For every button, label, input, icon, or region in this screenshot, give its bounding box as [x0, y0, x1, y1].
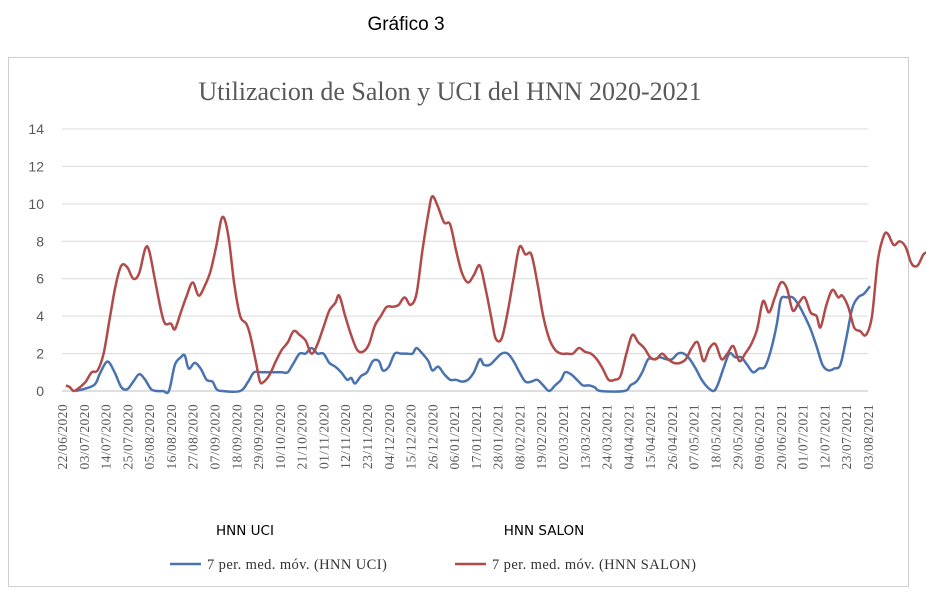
- y-tick-label: 6: [36, 271, 44, 287]
- x-tick-label: 15/12/2020: [404, 404, 419, 470]
- x-tick-label: 18/05/2021: [709, 404, 724, 470]
- x-axis-ticks: 22/06/2020 03/07/2020 14/07/2020 25/07/2020…: [55, 404, 876, 470]
- y-tick-label: 0: [36, 383, 44, 399]
- x-tick-label: 09/06/2021: [752, 404, 767, 470]
- x-tick-label: 07/05/2021: [687, 404, 702, 470]
- x-tick-label: 19/02/2021: [534, 404, 549, 470]
- y-tick-label: 8: [36, 233, 44, 249]
- legend-label-salon: 7 per. med. móv. (HNN SALON): [492, 557, 696, 573]
- x-tick-label: 18/09/2020: [229, 404, 244, 470]
- x-tick-label: 24/03/2021: [600, 404, 615, 470]
- x-tick-label: 21/10/2020: [295, 404, 310, 470]
- y-axis-ticks: 0 2 4 6 8 10 12 14: [28, 121, 44, 399]
- category-label-uci: HNN UCI: [216, 523, 274, 539]
- category-label-salon: HNN SALON: [504, 523, 584, 539]
- x-tick-label: 06/01/2021: [447, 404, 462, 470]
- x-tick-label: 08/02/2021: [512, 404, 527, 470]
- x-tick-label: 14/07/2020: [99, 404, 114, 470]
- x-tick-label: 13/03/2021: [578, 404, 593, 470]
- y-tick-label: 2: [36, 346, 44, 362]
- legend-label-uci: 7 per. med. móv. (HNN UCI): [207, 557, 387, 573]
- x-tick-label: 20/06/2021: [774, 404, 789, 470]
- x-tick-label: 17/01/2021: [469, 404, 484, 470]
- figure-caption: Gráfico 3: [367, 14, 445, 35]
- x-tick-label: 26/12/2020: [425, 404, 440, 470]
- x-tick-label: 12/07/2021: [817, 404, 832, 470]
- series-layer: [65, 195, 926, 395]
- x-tick-label: 12/11/2020: [338, 404, 353, 469]
- x-tick-label: 29/05/2021: [730, 404, 745, 470]
- x-tick-label: 10/10/2020: [273, 404, 288, 470]
- x-tick-label: 05/08/2020: [142, 404, 157, 470]
- x-tick-label: 04/12/2020: [382, 404, 397, 470]
- grid-layer: [62, 128, 868, 392]
- x-tick-label: 01/11/2020: [316, 404, 331, 469]
- chart-title: Utilizacion de Salon y UCI del HNN 2020-…: [198, 77, 701, 106]
- x-tick-label: 07/09/2020: [207, 404, 222, 470]
- x-tick-label: 03/07/2020: [77, 404, 92, 470]
- x-tick-label: 23/07/2021: [839, 404, 854, 470]
- y-tick-label: 14: [28, 121, 44, 137]
- x-tick-label: 27/08/2020: [186, 404, 201, 470]
- x-tick-label: 03/08/2021: [861, 404, 876, 470]
- y-tick-label: 4: [36, 308, 44, 324]
- x-tick-label: 23/11/2020: [360, 404, 375, 469]
- x-tick-label: 28/01/2021: [491, 404, 506, 470]
- y-tick-label: 10: [28, 196, 44, 212]
- series-line-salon: [65, 195, 926, 393]
- x-tick-label: 29/09/2020: [251, 404, 266, 470]
- x-tick-label: 04/04/2021: [621, 404, 636, 470]
- x-tick-label: 02/03/2021: [556, 404, 571, 470]
- legend: 7 per. med. móv. (HNN UCI) 7 per. med. m…: [170, 557, 696, 573]
- x-tick-label: 22/06/2020: [55, 404, 70, 470]
- x-tick-label: 15/04/2021: [643, 404, 658, 470]
- series-line-uci: [75, 285, 871, 395]
- x-tick-label: 16/08/2020: [164, 404, 179, 470]
- x-tick-label: 01/07/2021: [796, 404, 811, 470]
- x-tick-label: 26/04/2021: [665, 404, 680, 470]
- y-tick-label: 12: [28, 158, 44, 174]
- x-tick-label: 25/07/2020: [120, 404, 135, 470]
